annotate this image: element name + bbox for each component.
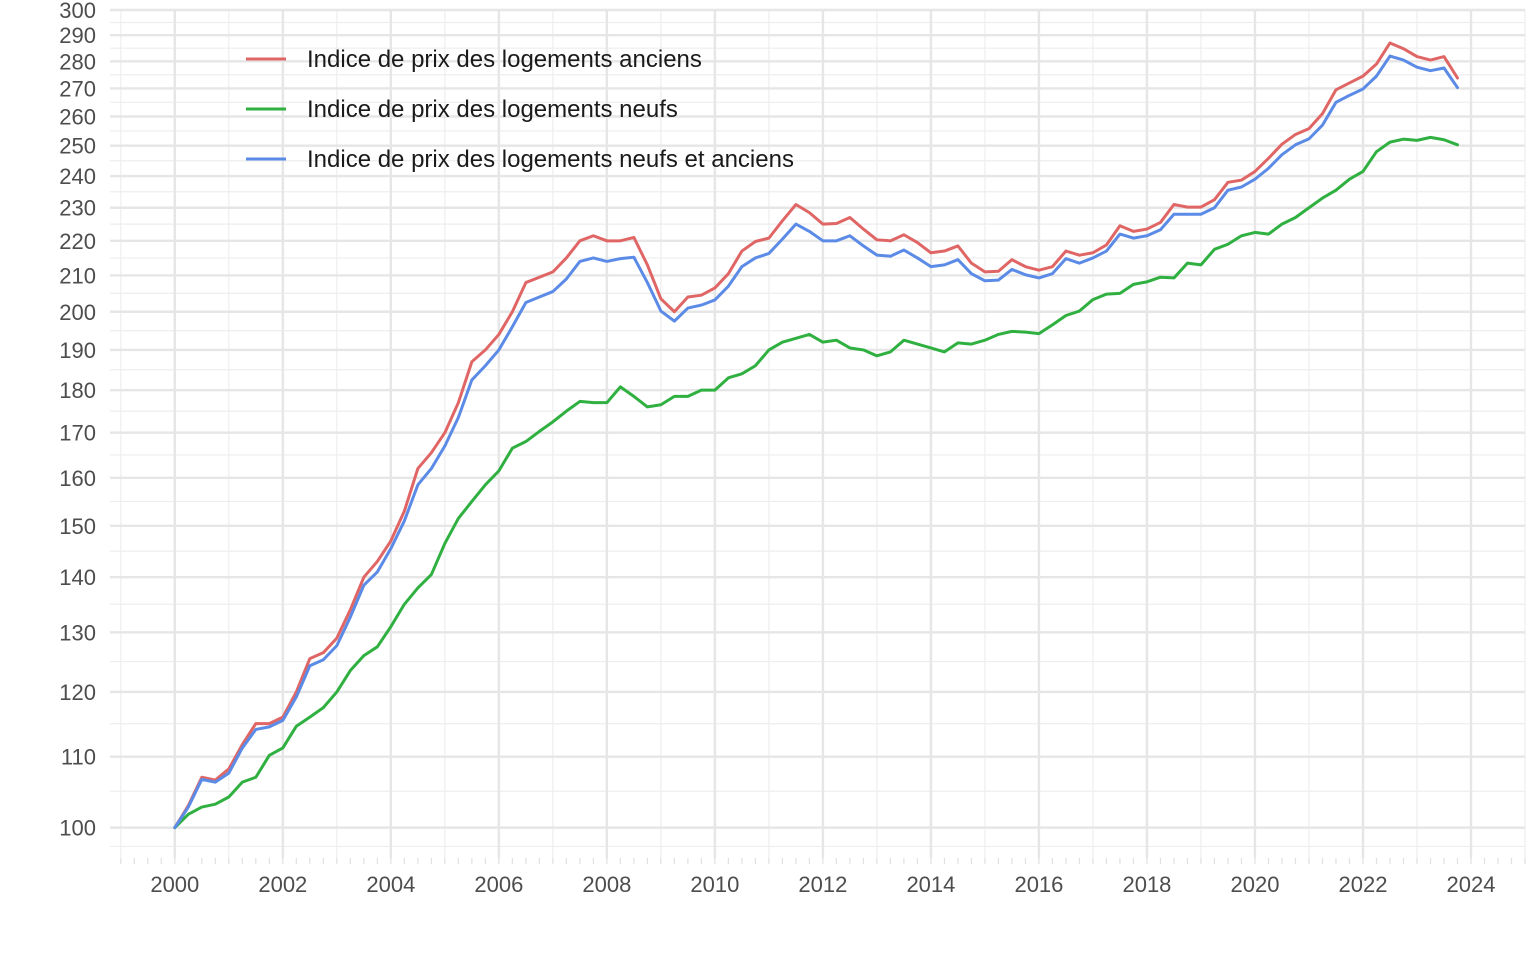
x-tick-label: 2022 <box>1339 872 1388 897</box>
x-tick-label: 2020 <box>1230 872 1279 897</box>
x-tick-label: 2004 <box>366 872 415 897</box>
y-axis-tick-labels: 100 110 120 130 140 150 160 170 180 190 200 210 220 2… <box>59 0 96 841</box>
legend: Indice de prix des logements anciens Indi… <box>246 46 794 173</box>
x-tick-label: 2016 <box>1014 872 1063 897</box>
y-tick-label: 240 <box>59 164 96 189</box>
y-tick-label: 190 <box>59 338 96 363</box>
series-line-2 <box>173 135 1459 830</box>
x-tick-label: 2002 <box>258 872 307 897</box>
y-tick-label: 170 <box>59 421 96 446</box>
y-tick-label: 230 <box>59 196 96 221</box>
x-tick-label: 2008 <box>582 872 631 897</box>
x-tick-label: 2012 <box>798 872 847 897</box>
y-tick-label: 180 <box>59 378 96 403</box>
legend-label-2: Indice de prix des logements neufs <box>307 96 678 123</box>
x-tick-label: 2014 <box>906 872 955 897</box>
series-line-3 <box>173 54 1459 830</box>
y-tick-label: 270 <box>59 76 96 101</box>
y-tick-label: 210 <box>59 263 96 288</box>
y-tick-label: 250 <box>59 134 96 159</box>
y-tick-label: 150 <box>59 514 96 539</box>
x-tick-label: 2006 <box>474 872 523 897</box>
x-tick-label: 2018 <box>1122 872 1171 897</box>
y-tick-label: 160 <box>59 466 96 491</box>
x-tick-label: 2024 <box>1447 872 1496 897</box>
y-tick-label: 130 <box>59 620 96 645</box>
y-tick-label: 200 <box>59 300 96 325</box>
grid <box>110 8 1526 858</box>
legend-label-3: Indice de prix des logements neufs et an… <box>307 146 794 173</box>
y-tick-label: 290 <box>59 23 96 48</box>
y-tick-label: 110 <box>61 745 96 770</box>
y-tick-label: 260 <box>59 104 96 129</box>
series-lines <box>173 41 1459 830</box>
y-tick-label: 100 <box>59 816 96 841</box>
y-tick-label: 220 <box>59 229 96 254</box>
x-tick-label: 2000 <box>150 872 199 897</box>
x-tick-label: 2010 <box>690 872 739 897</box>
x-axis: 2000 2002 2004 2006 2008 2010 2012 2014 2016 2018… <box>120 858 1526 897</box>
y-tick-label: 120 <box>59 680 96 705</box>
y-tick-label: 280 <box>59 49 96 74</box>
y-tick-label: 140 <box>59 565 96 590</box>
series-line-1 <box>173 41 1459 830</box>
legend-label-1: Indice de prix des logements anciens <box>307 46 702 73</box>
y-tick-label: 300 <box>59 0 96 23</box>
